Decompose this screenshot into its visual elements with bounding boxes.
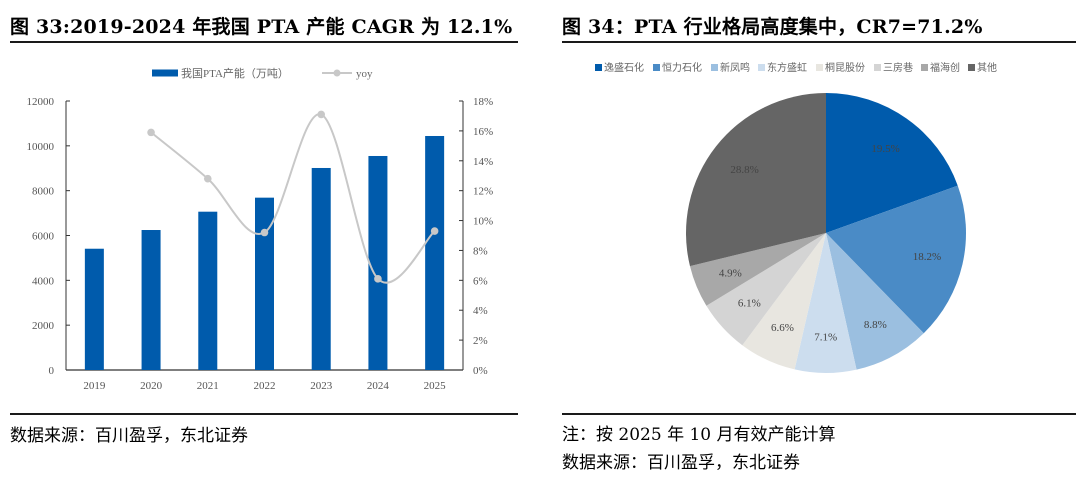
legend-swatch: [758, 64, 765, 71]
source-divider: [10, 413, 518, 415]
bar-2020: [141, 230, 161, 370]
right-tick-label: 8%: [473, 245, 488, 257]
chart-axes: 0 2000 4000 6000 8000 10000 12000 0% 2% 4% 6% 8% 10%…: [27, 96, 494, 392]
x-tick-label: 2025: [424, 380, 447, 392]
left-tick-label: 10000: [27, 141, 55, 153]
figure-34-title: 图 34：PTA 行业格局高度集中，CR7=71.2%: [562, 16, 983, 38]
pie-slice-东方盛虹: [794, 233, 857, 374]
yoy-point-2022: [260, 228, 269, 237]
title-divider: [10, 41, 518, 43]
x-tick-label: 2019: [83, 380, 106, 392]
pie-label: 6.6%: [771, 322, 794, 334]
pie-slice-桐昆股份: [742, 233, 826, 370]
right-tick-label: 4%: [473, 305, 488, 317]
left-tick-label: 0: [49, 365, 55, 377]
pie-label: 19.5%: [871, 143, 899, 155]
pie-slices: [686, 93, 966, 374]
capacity-bar-line-chart: 我国PTA产能（万吨） yoy 0 2000 4000 6000 8000 10000 12…: [27, 66, 494, 392]
title-divider: [562, 41, 1076, 43]
legend-label: 三房巷: [883, 61, 913, 74]
legend-label: 福海创: [930, 61, 960, 74]
legend-label-yoy: yoy: [356, 68, 373, 80]
pie-legend: 逸盛石化 恒力石化 新凤鸣 东方盛虹 桐昆股份 三房巷 福海创 其他: [595, 61, 997, 74]
pie-slice-其他: [686, 93, 826, 267]
bar-2025: [425, 135, 445, 370]
legend-label: 桐昆股份: [825, 61, 865, 74]
bar-2022: [255, 197, 274, 370]
left-tick-label: 6000: [32, 231, 55, 243]
right-tick-label: 12%: [473, 186, 493, 198]
right-tick-label: 10%: [473, 216, 493, 228]
legend-label: 逸盛石化: [604, 61, 644, 74]
legend-swatch: [968, 64, 975, 71]
legend-swatch: [816, 64, 823, 71]
right-tick-label: 16%: [473, 126, 493, 138]
right-tick-label: 18%: [473, 96, 493, 108]
figure-33-source: 数据来源：百川盈孚，东北证券: [10, 426, 248, 446]
note-divider: [562, 413, 1076, 415]
legend-swatch: [874, 64, 881, 71]
pie-slice-逸盛石化: [826, 93, 958, 233]
legend-label-capacity: 我国PTA产能（万吨）: [181, 66, 289, 80]
left-tick-label: 4000: [32, 275, 55, 287]
bar-2024: [368, 155, 388, 370]
legend-label: 其他: [977, 61, 997, 74]
pie-slice-福海创: [689, 233, 826, 306]
x-tick-label: 2022: [254, 380, 276, 392]
legend-swatch: [921, 64, 928, 71]
left-tick-label: 8000: [32, 186, 55, 198]
x-tick-label: 2024: [367, 380, 390, 392]
x-tick-label: 2023: [310, 380, 333, 392]
pie-label: 8.8%: [864, 319, 887, 331]
bar-2021: [198, 211, 218, 370]
legend-swatch: [653, 64, 660, 71]
legend-swatch-capacity: [152, 69, 178, 77]
yoy-point-2021: [203, 174, 212, 183]
yoy-series: [147, 110, 439, 284]
right-tick-label: 14%: [473, 156, 493, 168]
x-tick-label: 2020: [140, 380, 163, 392]
bar-2023: [311, 167, 331, 370]
yoy-line: [150, 113, 436, 284]
pie-slice-恒力石化: [826, 185, 966, 334]
yoy-point-2025: [430, 227, 439, 235]
yoy-point-2020: [147, 128, 155, 137]
legend-swatch-yoy-marker: [333, 69, 341, 77]
pie-slice-新凤鸣: [826, 233, 924, 370]
right-tick-label: 0%: [473, 365, 488, 377]
legend-label: 恒力石化: [662, 61, 702, 74]
left-tick-label: 2000: [32, 320, 55, 332]
pie-label: 28.8%: [730, 164, 758, 176]
pie-label: 4.9%: [719, 268, 742, 280]
legend-swatch: [595, 64, 602, 71]
chart-legend: 我国PTA产能（万吨） yoy: [152, 66, 373, 80]
yoy-point-2023: [317, 110, 326, 119]
pie-slice-三房巷: [706, 233, 826, 346]
yoy-point-2024: [374, 275, 382, 283]
figure-34-source: 数据来源：百川盈孚，东北证券: [562, 453, 800, 473]
figure-33-title: 图 33:2019-2024 年我国 PTA 产能 CAGR 为 12.1%: [10, 16, 513, 38]
pie-label: 7.1%: [814, 332, 837, 344]
pie-label: 18.2%: [913, 251, 941, 263]
legend-label: 新凤鸣: [720, 61, 750, 74]
bar-series: [84, 135, 445, 370]
legend-swatch: [711, 64, 718, 71]
market-share-pie-chart: 逸盛石化 恒力石化 新凤鸣 东方盛虹 桐昆股份 三房巷 福海创 其他 19.5% 18.2% 8.…: [595, 61, 997, 374]
legend-label: 东方盛虹: [767, 61, 807, 74]
figure-34-note: 注：按 2025 年 10 月有效产能计算: [562, 425, 836, 445]
x-tick-label: 2021: [197, 380, 219, 392]
left-tick-label: 12000: [27, 96, 55, 108]
right-tick-label: 6%: [473, 275, 488, 287]
bar-2019: [84, 248, 104, 370]
pie-labels: 19.5% 18.2% 8.8% 7.1% 6.6% 6.1% 4.9% 28.8%: [719, 143, 941, 343]
pie-label: 6.1%: [738, 298, 761, 310]
right-tick-label: 2%: [473, 335, 488, 347]
